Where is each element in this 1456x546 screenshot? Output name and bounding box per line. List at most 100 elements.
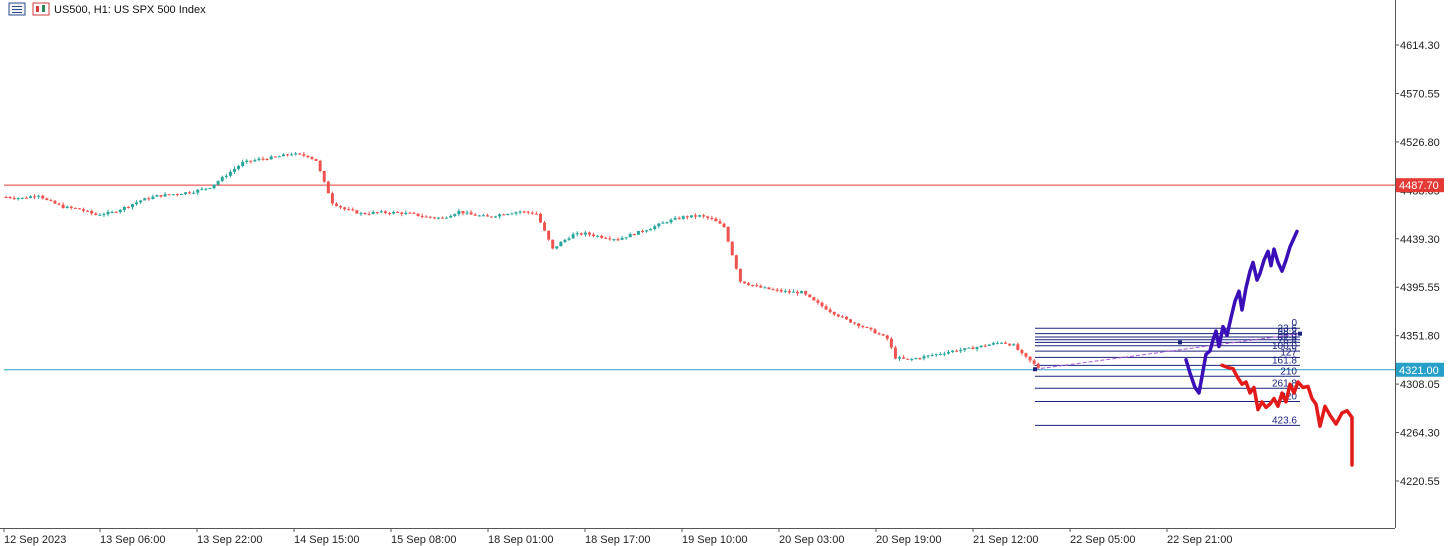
candle <box>983 344 987 348</box>
candle-body <box>771 289 775 291</box>
fibonacci-extension[interactable]: 023.638.250.061.876.4100.0127161.8210261… <box>1033 318 1302 426</box>
candle <box>796 290 800 296</box>
candle <box>861 325 865 329</box>
candle-body <box>975 347 979 350</box>
candle-body <box>796 291 800 294</box>
candle-body <box>832 311 836 315</box>
candle-body <box>600 235 604 238</box>
candle <box>1032 358 1036 367</box>
candle <box>445 216 449 219</box>
price-tick-label: 4526.80 <box>1400 137 1440 149</box>
candle <box>237 164 241 171</box>
candle-body <box>906 358 910 360</box>
candle-body <box>1032 360 1036 364</box>
candle-body <box>347 209 351 211</box>
candle <box>469 210 473 215</box>
candle <box>212 184 216 190</box>
candle-body <box>367 213 371 215</box>
candle-body <box>159 195 163 197</box>
candle <box>596 235 600 238</box>
candle-body <box>853 322 857 324</box>
candle <box>522 210 526 214</box>
candle-chart-icon[interactable] <box>32 2 50 16</box>
candle-body <box>714 218 718 222</box>
candle <box>69 205 73 210</box>
candle <box>347 206 351 211</box>
price-tick-label: 4439.30 <box>1400 234 1440 246</box>
candle <box>461 211 465 216</box>
candle <box>498 213 502 219</box>
candle <box>938 352 942 356</box>
candle <box>1024 352 1028 359</box>
candle <box>318 159 322 173</box>
candle-body <box>991 343 995 345</box>
candle <box>310 156 314 161</box>
candle-body <box>636 230 640 235</box>
candle-body <box>86 210 90 212</box>
candle-body <box>836 314 840 317</box>
candle-body <box>477 215 481 217</box>
candle <box>326 180 330 194</box>
list-menu-icon[interactable] <box>8 2 26 16</box>
candle-body <box>587 232 591 235</box>
candle <box>135 200 139 206</box>
fib-level-label: 100.0 <box>1272 341 1297 352</box>
candle <box>963 348 967 352</box>
candle-body <box>689 215 693 218</box>
candle <box>416 213 420 217</box>
candle-body <box>669 219 673 223</box>
candle <box>991 341 995 346</box>
candle-body <box>869 327 873 330</box>
candle-body <box>277 156 281 158</box>
candle-body <box>224 175 228 177</box>
candle-body <box>995 342 999 344</box>
fib-level-label: 261.8 <box>1272 378 1297 389</box>
candle <box>685 215 689 220</box>
candle-body <box>94 213 98 215</box>
candle <box>184 192 188 196</box>
candle <box>1000 342 1004 344</box>
candle-body <box>286 154 290 156</box>
candle <box>730 241 734 256</box>
candle-body <box>800 291 804 294</box>
candle <box>200 187 204 191</box>
candle-body <box>604 237 608 239</box>
candle-body <box>318 160 322 171</box>
candle <box>547 230 551 241</box>
candle-body <box>392 211 396 214</box>
candle-body <box>396 211 400 213</box>
candle <box>604 236 608 240</box>
candle <box>179 193 183 196</box>
time-tick-label: 20 Sep 19:00 <box>876 534 941 546</box>
candle-body <box>457 211 461 215</box>
candle-body <box>955 350 959 352</box>
candle-body <box>1024 353 1028 357</box>
candle <box>975 346 979 352</box>
candle-body <box>763 287 767 289</box>
candle-body <box>1000 342 1004 344</box>
candle <box>465 210 469 216</box>
resistance-price-tag: 4487.70 <box>1396 178 1444 193</box>
time-axis[interactable]: 12 Sep 2023 13 Sep 06:00 13 Sep 22:00 14 Se… <box>3 528 1232 546</box>
candle <box>918 357 922 361</box>
candle <box>808 294 812 298</box>
candle-body <box>298 153 302 155</box>
candle-body <box>530 212 534 214</box>
candle-body <box>379 211 383 213</box>
candle <box>771 287 775 291</box>
candle <box>575 231 579 237</box>
candle <box>286 153 290 157</box>
candle-body <box>718 221 722 224</box>
fib-level-label: 0 <box>1291 318 1297 329</box>
candle-body <box>608 238 612 240</box>
time-tick-label: 13 Sep 22:00 <box>197 534 262 546</box>
candle <box>783 288 787 294</box>
candle <box>249 160 253 164</box>
candle <box>224 173 228 179</box>
candle <box>232 166 236 175</box>
fib-level-label: 61.8 <box>1278 332 1298 343</box>
candle <box>1028 356 1032 363</box>
candle-body <box>16 198 20 200</box>
candle-body <box>963 348 967 350</box>
